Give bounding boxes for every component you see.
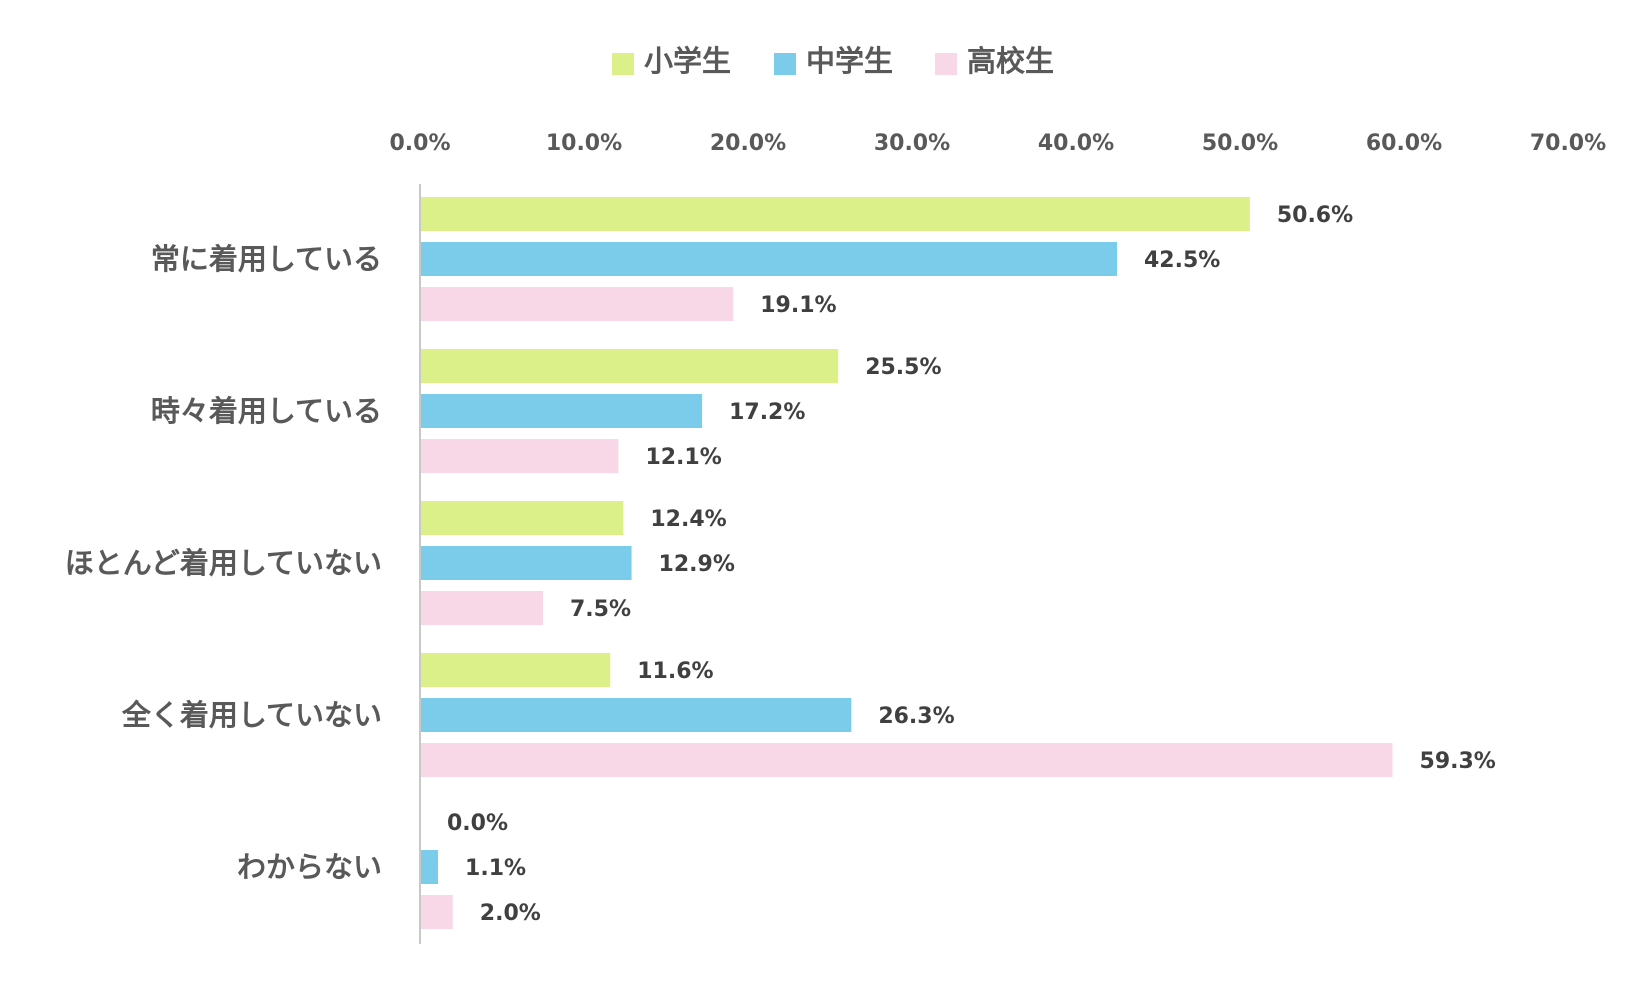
x-tick-label: 20.0% bbox=[710, 131, 786, 156]
x-tick-label: 10.0% bbox=[546, 131, 622, 156]
bar bbox=[420, 439, 619, 473]
x-tick-label: 30.0% bbox=[874, 131, 950, 156]
data-label: 26.3% bbox=[878, 704, 954, 729]
bar bbox=[420, 287, 734, 321]
data-label: 17.2% bbox=[729, 400, 805, 425]
x-tick-label: 70.0% bbox=[1530, 131, 1606, 156]
x-tick-label: 0.0% bbox=[389, 131, 450, 156]
data-label: 11.6% bbox=[637, 659, 713, 684]
bar bbox=[420, 242, 1117, 276]
x-tick-label: 40.0% bbox=[1038, 131, 1114, 156]
bar bbox=[420, 349, 839, 383]
category-label: 常に着用している bbox=[151, 242, 382, 276]
legend-label-1: 小学生 bbox=[644, 44, 731, 78]
x-tick-label: 60.0% bbox=[1366, 131, 1442, 156]
bar bbox=[420, 501, 624, 535]
bar bbox=[420, 394, 703, 428]
legend-swatch-3 bbox=[935, 53, 957, 75]
data-label: 7.5% bbox=[570, 597, 631, 622]
legend-label-2: 中学生 bbox=[806, 44, 893, 78]
data-label: 2.0% bbox=[480, 901, 541, 926]
x-tick-label: 50.0% bbox=[1202, 131, 1278, 156]
bar bbox=[420, 197, 1250, 231]
bar bbox=[420, 895, 453, 929]
bar bbox=[420, 653, 611, 687]
bar bbox=[420, 591, 543, 625]
category-label: 時々着用している bbox=[151, 394, 382, 428]
bar bbox=[420, 743, 1393, 777]
legend-swatch-1 bbox=[612, 53, 634, 75]
data-label: 50.6% bbox=[1277, 203, 1353, 228]
bar bbox=[420, 698, 852, 732]
legend-swatch-2 bbox=[774, 53, 796, 75]
bar bbox=[420, 546, 632, 580]
data-label: 12.1% bbox=[645, 445, 721, 470]
data-label: 25.5% bbox=[865, 355, 941, 380]
data-label: 1.1% bbox=[465, 856, 526, 881]
data-label: 19.1% bbox=[760, 293, 836, 318]
data-label: 42.5% bbox=[1144, 248, 1220, 273]
category-label: わからない bbox=[237, 850, 382, 884]
data-label: 12.9% bbox=[659, 552, 735, 577]
data-label: 0.0% bbox=[447, 811, 508, 836]
data-label: 59.3% bbox=[1420, 749, 1496, 774]
bar bbox=[420, 850, 439, 884]
legend-label-3: 高校生 bbox=[967, 44, 1054, 78]
category-label: 全く着用していない bbox=[121, 698, 382, 732]
category-label: ほとんど着用していない bbox=[65, 546, 382, 580]
data-label: 12.4% bbox=[650, 507, 726, 532]
